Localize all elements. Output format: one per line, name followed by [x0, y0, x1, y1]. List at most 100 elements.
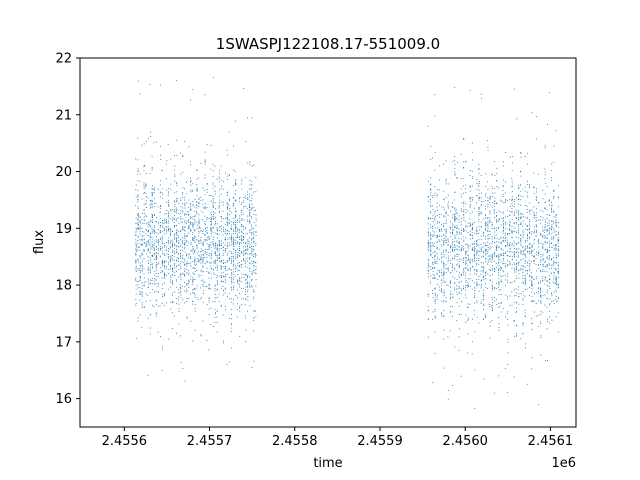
data-point	[462, 185, 464, 187]
data-point	[505, 227, 507, 229]
data-point	[434, 194, 436, 196]
data-point	[522, 188, 524, 190]
data-point	[196, 169, 198, 171]
data-point	[139, 233, 141, 235]
data-point	[439, 276, 441, 278]
data-point	[474, 272, 476, 274]
data-point	[206, 254, 208, 255]
data-point	[454, 216, 456, 218]
data-point	[214, 289, 216, 291]
data-point	[253, 266, 255, 268]
data-point	[505, 245, 507, 247]
data-point	[184, 273, 185, 275]
data-point	[214, 288, 216, 289]
data-point	[194, 223, 196, 225]
data-point	[436, 236, 438, 238]
data-point	[443, 234, 445, 236]
data-point	[549, 240, 551, 242]
data-point	[432, 290, 433, 292]
data-point	[233, 145, 234, 147]
data-point	[229, 214, 231, 216]
data-point	[226, 230, 228, 232]
data-point	[506, 318, 508, 320]
data-point	[553, 261, 555, 263]
data-point	[190, 216, 192, 218]
data-point	[151, 192, 153, 193]
data-point	[143, 307, 145, 309]
data-point	[172, 230, 174, 232]
data-point	[445, 236, 447, 238]
data-point	[484, 244, 486, 246]
data-point	[186, 211, 188, 213]
data-point	[469, 226, 471, 228]
data-point	[434, 255, 436, 257]
data-point	[536, 191, 538, 193]
data-point	[180, 279, 182, 281]
data-point	[471, 249, 473, 250]
data-point	[524, 253, 526, 255]
data-point	[484, 228, 486, 229]
data-point	[434, 294, 436, 295]
data-point	[540, 301, 542, 303]
data-point	[239, 221, 241, 223]
data-point	[496, 237, 498, 239]
data-point	[165, 178, 167, 180]
data-point	[200, 227, 202, 229]
data-point	[212, 206, 214, 208]
data-point	[538, 202, 539, 203]
data-point	[235, 231, 237, 233]
data-point	[151, 255, 153, 257]
data-point	[139, 220, 141, 222]
data-point	[174, 243, 175, 245]
data-point	[489, 195, 491, 197]
data-point	[251, 260, 253, 262]
data-point	[557, 283, 559, 285]
data-point	[478, 290, 480, 292]
data-point	[231, 298, 233, 300]
data-point	[200, 251, 202, 253]
data-point	[161, 263, 163, 265]
data-point	[454, 267, 456, 269]
data-point	[137, 219, 139, 221]
data-point	[438, 270, 440, 272]
data-point	[168, 247, 170, 249]
data-point	[526, 226, 528, 227]
data-point	[241, 203, 243, 205]
data-point	[186, 317, 188, 319]
data-point	[150, 131, 151, 133]
data-point	[155, 253, 157, 255]
data-point	[492, 287, 494, 289]
data-point	[243, 205, 245, 207]
data-point	[243, 201, 244, 203]
data-point	[546, 237, 548, 239]
data-point	[454, 287, 456, 289]
data-point	[494, 200, 496, 202]
data-point	[531, 283, 533, 285]
data-point	[528, 184, 530, 185]
data-point	[500, 200, 502, 202]
data-point	[243, 207, 245, 209]
data-point	[204, 263, 206, 264]
data-point	[226, 247, 228, 249]
data-point	[160, 336, 161, 338]
data-point	[525, 289, 526, 290]
data-point	[441, 246, 443, 248]
data-point	[527, 251, 529, 253]
data-point	[432, 262, 434, 263]
data-point	[494, 231, 496, 233]
data-point	[239, 261, 241, 263]
data-point	[192, 222, 194, 224]
data-point	[153, 240, 155, 242]
data-point	[522, 304, 524, 306]
data-point	[467, 259, 469, 260]
data-point	[135, 304, 137, 306]
data-point	[505, 198, 507, 200]
data-point	[506, 275, 508, 277]
data-point	[515, 263, 517, 265]
data-point	[496, 255, 498, 257]
data-point	[535, 214, 537, 216]
data-point	[176, 233, 178, 235]
data-point	[192, 250, 194, 252]
data-point	[542, 255, 544, 257]
data-point	[539, 321, 541, 323]
